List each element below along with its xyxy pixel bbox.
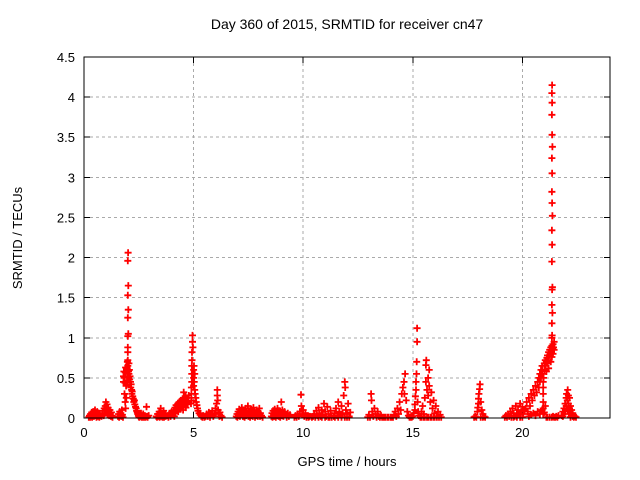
y-tick-label: 4 — [68, 90, 75, 105]
x-tick-label: 0 — [80, 425, 87, 440]
y-tick-label: 4.5 — [57, 50, 75, 65]
y-axis-label: SRMTID / TECUs — [10, 186, 25, 289]
plot-border — [83, 56, 611, 419]
y-tick-label: 0.5 — [57, 371, 75, 386]
y-tick-label: 2.5 — [57, 210, 75, 225]
x-tick-label: 20 — [515, 425, 529, 440]
tick-labels: 0 5 10 15 20 0 0.5 1 1.5 2 2.5 3 3.5 4 4.5 — [57, 50, 530, 440]
y-tick-label: 0 — [68, 411, 75, 426]
data-points — [85, 81, 580, 421]
scatter-markers — [85, 81, 580, 421]
y-tick-label: 1.5 — [57, 291, 75, 306]
y-tick-label: 1 — [68, 331, 75, 346]
axis-labels: Day 360 of 2015, SRMTID for receiver cn4… — [10, 16, 483, 469]
x-tick-label: 15 — [406, 425, 420, 440]
x-axis-label: GPS time / hours — [298, 454, 397, 469]
y-tick-label: 3.5 — [57, 130, 75, 145]
x-tick-label: 10 — [296, 425, 310, 440]
x-tick-label: 5 — [190, 425, 197, 440]
y-tick-label: 3 — [68, 170, 75, 185]
y-tick-label: 2 — [68, 251, 75, 266]
axis-ticks — [83, 56, 610, 419]
chart-title: Day 360 of 2015, SRMTID for receiver cn4… — [211, 16, 484, 32]
grid — [83, 56, 610, 419]
